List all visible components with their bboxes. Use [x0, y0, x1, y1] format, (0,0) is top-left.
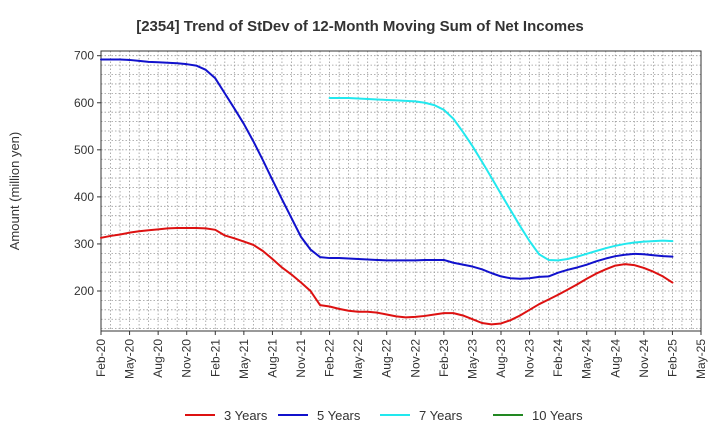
x-tick-label: May-24	[580, 339, 594, 379]
plot-frame	[100, 50, 702, 332]
y-tick-label: 200	[74, 284, 94, 298]
plot-area: 200 300 400 500 600 700 Feb-20 May-20 Aug-20 Nov-…	[74, 49, 708, 379]
x-tick-label: Nov-21	[294, 339, 308, 378]
legend-label-10-years: 10 Years	[532, 408, 583, 423]
x-tick-label: Feb-25	[665, 339, 679, 377]
x-tick-label: Feb-23	[437, 339, 451, 377]
series-line-3-years	[100, 226, 674, 326]
legend-label-7-years: 7 Years	[419, 408, 463, 423]
x-tick-label: Feb-24	[551, 339, 565, 377]
x-tick-label: May-20	[123, 339, 137, 379]
series-line-5-years	[100, 58, 674, 280]
x-tick-label: Feb-20	[94, 339, 108, 377]
x-tick-label: Nov-20	[180, 339, 194, 378]
x-tick-label: Nov-24	[637, 339, 651, 378]
x-tick-label: May-22	[351, 339, 365, 379]
x-tick-label: Aug-23	[494, 339, 508, 378]
legend-label-5-years: 5 Years	[317, 408, 361, 423]
x-tick-label: May-21	[237, 339, 251, 379]
x-tick-label: Nov-22	[408, 339, 422, 378]
legend-label-3-years: 3 Years	[224, 408, 268, 423]
y-tick-label: 500	[74, 143, 94, 157]
y-tick-label: 700	[74, 49, 94, 63]
y-axis-label: Amount (million yen)	[7, 132, 22, 251]
x-tick-label: Nov-23	[523, 339, 537, 378]
x-tick-label: May-25	[694, 339, 708, 379]
series-line-7-years	[328, 97, 674, 262]
y-tick-label: 600	[74, 96, 94, 110]
y-tick-label: 300	[74, 237, 94, 251]
x-tick-label: Aug-21	[265, 339, 279, 378]
x-tick-label: Feb-22	[323, 339, 337, 377]
x-tick-label: Aug-24	[608, 339, 622, 378]
x-tick-label: Feb-21	[208, 339, 222, 377]
chart-title: [2354] Trend of StDev of 12-Month Moving…	[136, 18, 584, 35]
y-tick-label: 400	[74, 190, 94, 204]
x-tick-label: May-23	[465, 339, 479, 379]
x-tick-label: Aug-22	[380, 339, 394, 378]
x-tick-label: Aug-20	[151, 339, 165, 378]
legend: 3 Years 5 Years 7 Years 10 Years	[185, 408, 583, 423]
